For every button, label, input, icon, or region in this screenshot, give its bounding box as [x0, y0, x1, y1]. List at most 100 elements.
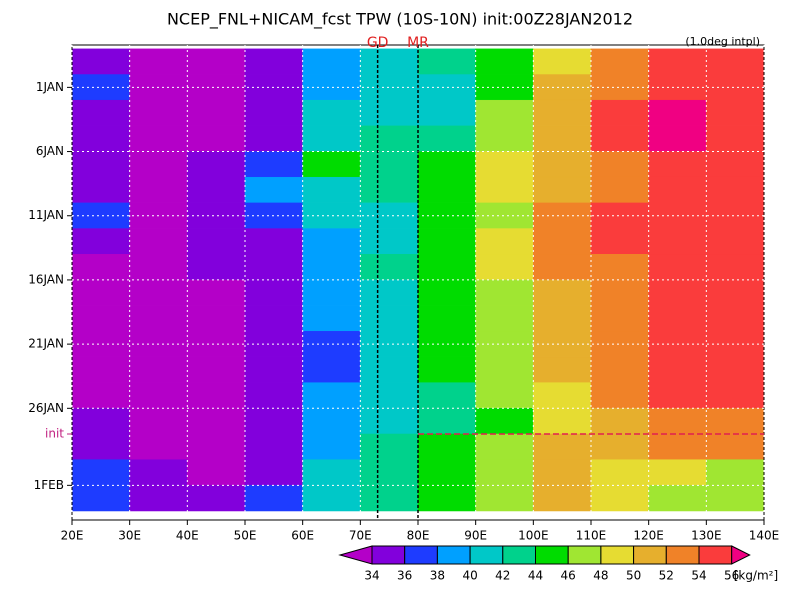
- cell: [648, 356, 707, 383]
- cell: [244, 279, 303, 306]
- cell: [71, 151, 130, 178]
- cell: [302, 382, 361, 409]
- cell: [302, 176, 361, 204]
- colorbar-label: 54: [691, 569, 706, 583]
- cell: [244, 305, 303, 332]
- cell: [475, 99, 534, 127]
- cell: [590, 74, 649, 101]
- cell: [590, 433, 649, 460]
- cell: [129, 382, 188, 409]
- cell: [302, 228, 361, 255]
- cell: [475, 408, 534, 435]
- cell: [360, 176, 419, 204]
- cell: [302, 485, 361, 512]
- cell: [71, 408, 130, 435]
- cell: [706, 176, 765, 204]
- cell: [706, 125, 765, 152]
- colorbar-box: [502, 545, 536, 565]
- cell: [648, 254, 707, 281]
- cell: [71, 74, 130, 101]
- cell: [706, 74, 765, 101]
- x-tick-label: 70E: [349, 529, 372, 543]
- colorbar-box: [665, 545, 700, 565]
- cell: [533, 356, 592, 383]
- cell: [648, 433, 707, 460]
- cell: [187, 125, 246, 152]
- cell: [590, 176, 649, 204]
- cell: [360, 433, 419, 460]
- x-tick-label: 40E: [176, 529, 199, 543]
- cell: [244, 459, 303, 486]
- cell: [71, 305, 130, 332]
- colorbar-label: 38: [430, 569, 445, 583]
- colorbar-box: [469, 545, 504, 565]
- cell: [129, 459, 188, 486]
- colorbar-label: 48: [593, 569, 608, 583]
- cell: [187, 279, 246, 306]
- x-tick-label: 30E: [118, 529, 141, 543]
- cell: [302, 254, 361, 281]
- cell: [302, 356, 361, 383]
- cell: [129, 48, 188, 75]
- cell: [417, 228, 476, 255]
- cell: [360, 459, 419, 486]
- cell: [302, 305, 361, 332]
- cell: [706, 279, 765, 306]
- cell: [417, 459, 476, 486]
- cell: [590, 99, 649, 127]
- cell: [533, 125, 592, 152]
- cell: [360, 408, 419, 435]
- colorbar-label: 56: [724, 569, 739, 583]
- cell: [129, 485, 188, 512]
- cell: [71, 254, 130, 281]
- cell: [187, 305, 246, 332]
- cell: [648, 305, 707, 332]
- y-tick-label: 21JAN: [28, 337, 64, 351]
- subtitle: (1.0deg intpl): [685, 35, 760, 48]
- cell: [475, 459, 534, 486]
- colorbar-label: 34: [364, 569, 379, 583]
- cell: [302, 433, 361, 460]
- cell: [302, 459, 361, 486]
- cell: [475, 485, 534, 512]
- cell: [129, 433, 188, 460]
- colorbar-label: 36: [397, 569, 412, 583]
- cell: [475, 151, 534, 178]
- y-tick-label: 11JAN: [28, 208, 64, 222]
- cell: [71, 176, 130, 204]
- colorbar-label: 50: [626, 569, 641, 583]
- cell: [706, 433, 765, 460]
- init-label: init: [45, 426, 64, 440]
- cell: [71, 459, 130, 486]
- cell: [302, 279, 361, 306]
- cell: [244, 48, 303, 75]
- cell: [360, 254, 419, 281]
- x-tick-label: 100E: [518, 529, 549, 543]
- colorbar-box: [633, 545, 667, 565]
- cell: [71, 331, 130, 358]
- cell: [590, 279, 649, 306]
- cell: [244, 254, 303, 281]
- cell: [360, 279, 419, 306]
- cell: [129, 228, 188, 255]
- cell: [71, 279, 130, 306]
- cell: [129, 408, 188, 435]
- cell: [533, 151, 592, 178]
- cell: [129, 305, 188, 332]
- x-tick-label: 90E: [464, 529, 487, 543]
- cell: [533, 459, 592, 486]
- y-tick-label: 1FEB: [34, 478, 64, 492]
- cell: [706, 485, 765, 512]
- cell: [590, 228, 649, 255]
- cell: [302, 331, 361, 358]
- cell: [590, 356, 649, 383]
- cell: [187, 74, 246, 101]
- cell: [244, 433, 303, 460]
- cell: [360, 151, 419, 178]
- colorbar-box: [600, 545, 635, 565]
- cell: [590, 459, 649, 486]
- cell: [302, 202, 361, 229]
- cell: [302, 99, 361, 127]
- cell: [590, 408, 649, 435]
- cell: [706, 382, 765, 409]
